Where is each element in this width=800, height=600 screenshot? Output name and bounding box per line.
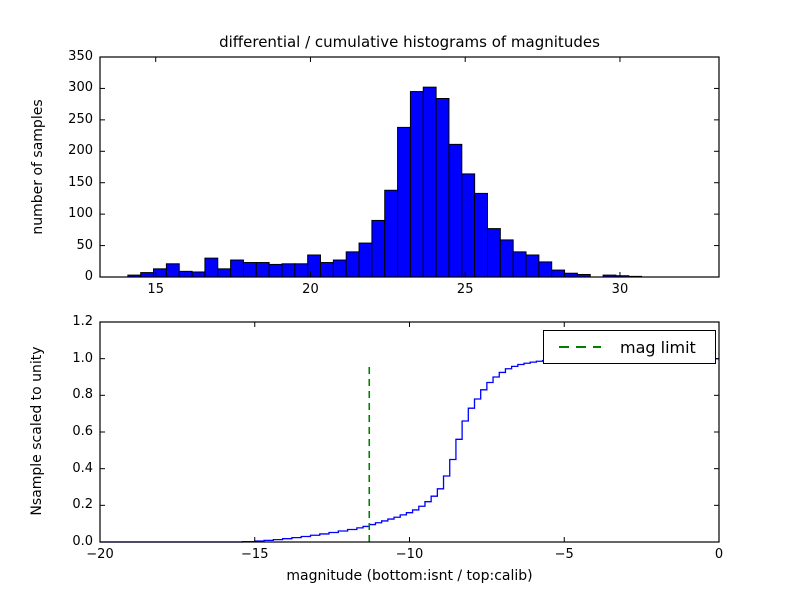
histogram-bar <box>191 271 206 278</box>
top-ytick-label: 300 <box>68 80 93 96</box>
histogram-bar <box>435 97 450 278</box>
top-axes-frame <box>99 56 720 278</box>
histogram-bar <box>461 173 476 278</box>
histogram-bar <box>320 262 334 278</box>
top-ytick-label: 200 <box>68 143 93 159</box>
bottom-ytick-label: 0.8 <box>72 387 93 403</box>
histogram-bar <box>525 254 540 278</box>
figure-title: differential / cumulative histograms of … <box>219 33 600 51</box>
top-ytick-label: 350 <box>68 49 93 64</box>
histogram-bar <box>332 259 347 278</box>
top-ytick-label: 150 <box>68 174 93 190</box>
bottom-xtick-label: 0 <box>714 547 724 562</box>
histogram-bar <box>512 251 527 278</box>
histogram-bar <box>230 259 244 278</box>
top-ytick-label: 50 <box>76 237 93 253</box>
top-ytick-label: 100 <box>68 206 93 222</box>
histogram-bar <box>294 263 309 278</box>
histogram-bar <box>474 192 488 278</box>
histogram-bar <box>178 270 193 278</box>
top-xtick-label: 20 <box>302 282 319 297</box>
bottom-ytick-label: 0.0 <box>72 534 93 549</box>
bottom-ytick-label: 0.4 <box>72 460 93 476</box>
bottom-xtick-label: −10 <box>395 547 424 562</box>
histogram-bar <box>345 251 360 278</box>
histogram-bar <box>358 242 373 278</box>
bottom-xtick-label: −20 <box>86 547 114 562</box>
histogram-bar <box>538 261 553 278</box>
bottom-xtick-label: −5 <box>554 547 574 562</box>
histogram-bar <box>397 126 411 278</box>
histogram-bar <box>255 262 270 278</box>
top-xtick-label: 30 <box>611 282 629 297</box>
histogram-bar <box>384 189 399 278</box>
histogram-bar <box>499 239 514 278</box>
histogram-bar <box>422 86 437 278</box>
histogram-bar <box>217 268 232 278</box>
histogram-bar <box>371 219 386 278</box>
bottom-ytick-label: 0.6 <box>72 424 93 439</box>
bottom-ytick-label: 0.2 <box>72 497 93 513</box>
legend-label: mag limit <box>620 337 696 357</box>
histogram-bar <box>409 91 424 278</box>
legend-box[interactable]: mag limit <box>543 330 716 364</box>
histogram-bar <box>268 263 283 278</box>
top-ytick-label: 250 <box>68 111 93 127</box>
histogram-bar <box>204 257 219 278</box>
bottom-ytick-label: 1.2 <box>72 314 93 329</box>
histogram-bar <box>281 263 296 278</box>
histogram-bar <box>165 263 180 278</box>
histogram-bar <box>551 269 566 278</box>
histogram-bar <box>486 228 501 278</box>
bottom-xlabel: magnitude (bottom:isnt / top:calib) <box>286 568 533 584</box>
bottom-ytick-label: 1.0 <box>72 350 93 366</box>
histogram-bar <box>448 143 463 278</box>
cumulative-step-line <box>100 358 719 543</box>
histogram-bar <box>242 262 257 278</box>
top-ytick-label: 0 <box>84 269 93 284</box>
histogram-bar <box>307 254 322 278</box>
legend-dashed-line-icon <box>559 346 601 348</box>
top-xtick-label: 15 <box>147 282 164 297</box>
bottom-xtick-label: −15 <box>241 547 269 562</box>
histogram-bar <box>140 272 155 278</box>
top-xtick-label: 25 <box>456 282 474 297</box>
